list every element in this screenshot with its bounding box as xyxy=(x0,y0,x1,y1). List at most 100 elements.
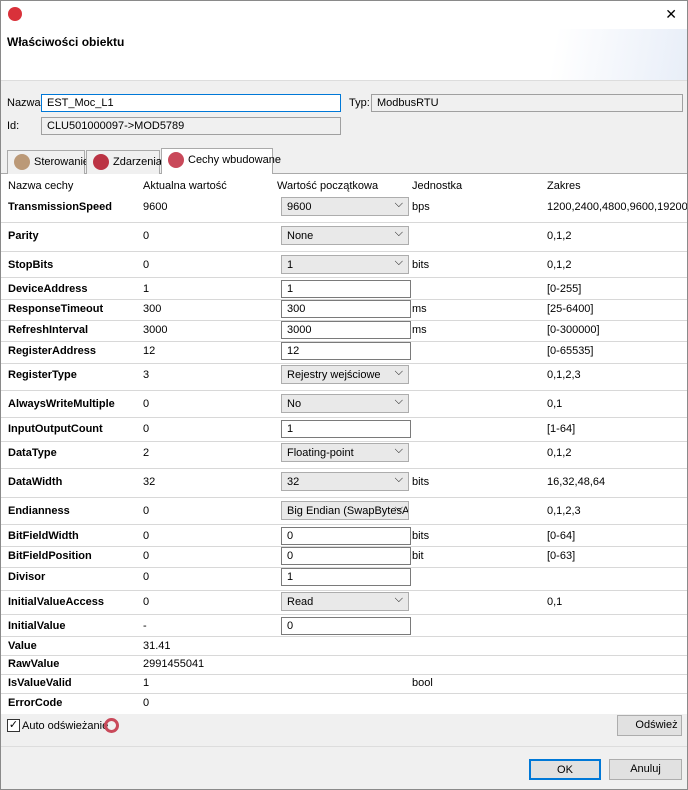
current-value: 300 xyxy=(143,303,162,315)
close-button[interactable]: ✕ xyxy=(665,6,677,22)
tab[interactable]: Sterowanie xyxy=(7,150,89,174)
property-name: ResponseTimeout xyxy=(8,303,104,315)
current-value: 2 xyxy=(143,447,150,459)
tab-active[interactable]: Cechy wbudowane xyxy=(161,148,281,174)
text-input[interactable]: 0 xyxy=(281,527,411,545)
range: 0,1,2 xyxy=(547,447,572,459)
property-name: InitialValue xyxy=(8,620,66,632)
select[interactable]: No xyxy=(281,394,409,413)
cancel-button[interactable]: Anuluj xyxy=(609,759,682,780)
unit: bits xyxy=(412,476,430,488)
text-input[interactable]: 0 xyxy=(281,617,411,635)
unit: bit xyxy=(412,550,424,562)
range: [1-64] xyxy=(547,423,576,435)
range: [0-63] xyxy=(547,550,576,562)
property-name: RawValue xyxy=(8,658,60,670)
name-input[interactable]: EST_Moc_L1 xyxy=(41,94,341,112)
column-header: Nazwa cechy xyxy=(8,180,74,192)
tab-label: Cechy wbudowane xyxy=(188,154,281,166)
current-value: 9600 xyxy=(143,201,168,213)
range: [0-255] xyxy=(547,283,582,295)
tab-label: Sterowanie xyxy=(34,156,90,168)
app-icon xyxy=(8,7,22,21)
table: Nazwa cechy Aktualna wartość Wartość począ… xyxy=(1,174,687,714)
row-separator xyxy=(1,417,687,418)
current-value: 0 xyxy=(143,423,150,435)
range: 0,1,2 xyxy=(547,259,572,271)
current-value: 0 xyxy=(143,398,150,410)
current-value: 2991455041 xyxy=(143,658,205,670)
select[interactable]: 1 xyxy=(281,255,409,274)
text-input[interactable]: 1 xyxy=(281,568,411,586)
range: 16,32,48,64 xyxy=(547,476,606,488)
row-separator xyxy=(1,497,687,498)
text-input[interactable]: 0 xyxy=(281,547,411,565)
select[interactable]: Rejestry wejściowe xyxy=(281,365,409,384)
checkbox-label: Auto odświeżanie xyxy=(22,720,109,732)
select[interactable]: Big Endian (SwapBytesAr xyxy=(281,501,409,520)
current-value: 1 xyxy=(143,677,150,689)
current-value: 0 xyxy=(143,230,150,242)
title-bar: ✕ xyxy=(1,1,687,29)
unit: ms xyxy=(412,303,427,315)
id-field: CLU501000097->MOD5789 xyxy=(41,117,341,135)
text-input[interactable]: 300 xyxy=(281,300,411,318)
text-input[interactable]: 1 xyxy=(281,420,411,438)
select[interactable]: 32 xyxy=(281,472,409,491)
range: 0,1 xyxy=(547,596,563,608)
range: 0,1,2 xyxy=(547,230,572,242)
property-name: RegisterType xyxy=(8,369,77,381)
select[interactable]: None xyxy=(281,226,409,245)
range: 0,1 xyxy=(547,398,563,410)
row-separator xyxy=(1,674,687,675)
select[interactable]: Floating-point xyxy=(281,443,409,462)
text-input[interactable]: 1 xyxy=(281,280,411,298)
row-separator xyxy=(1,524,687,525)
range: [0-65535] xyxy=(547,345,594,357)
property-name: Divisor xyxy=(8,571,46,583)
current-value: 1 xyxy=(143,283,150,295)
checkbox[interactable]: ✓ xyxy=(7,719,20,732)
text-input[interactable]: 12 xyxy=(281,342,411,360)
tab[interactable]: Zdarzenia xyxy=(86,150,162,174)
tab-line xyxy=(1,173,687,174)
dialog-title: Właściwości obiektu xyxy=(7,35,125,49)
range: [0-64] xyxy=(547,530,576,542)
unit: bps xyxy=(412,201,430,213)
text-input[interactable]: 3000 xyxy=(281,321,411,339)
select[interactable]: Read xyxy=(281,592,409,611)
current-value: 0 xyxy=(143,259,150,271)
current-value: 3000 xyxy=(143,324,168,336)
button-label: Odśwież xyxy=(635,719,678,731)
property-name: ErrorCode xyxy=(8,697,63,709)
label: Id: xyxy=(7,120,20,132)
label: Nazwa: xyxy=(7,97,44,109)
refresh-button[interactable]: Odśwież xyxy=(617,715,682,736)
column-header: Jednostka xyxy=(412,180,463,192)
row-separator xyxy=(1,299,687,300)
property-name: Value xyxy=(8,640,37,652)
property-name: DeviceAddress xyxy=(8,283,88,295)
row-separator xyxy=(1,567,687,568)
property-name: InputOutputCount xyxy=(8,423,103,435)
property-name: DataType xyxy=(8,447,57,459)
ok-button[interactable]: OK xyxy=(529,759,601,780)
current-value: 0 xyxy=(143,550,150,562)
unit: ms xyxy=(412,324,427,336)
select[interactable]: 9600 xyxy=(281,197,409,216)
range: [25-6400] xyxy=(547,303,594,315)
row-separator xyxy=(1,251,687,252)
row-separator xyxy=(1,693,687,694)
row-separator xyxy=(1,636,687,637)
range: [0-300000] xyxy=(547,324,600,336)
range: 0,1,2,3 xyxy=(547,369,581,381)
current-value: 32 xyxy=(143,476,156,488)
range: 1200,2400,4800,9600,19200,3840 xyxy=(547,201,687,213)
type-field: ModbusRTU xyxy=(371,94,683,112)
current-value: 0 xyxy=(143,596,150,608)
property-name: BitFieldWidth xyxy=(8,530,79,542)
column-header: Wartość początkowa xyxy=(277,180,379,192)
label: Typ: xyxy=(349,97,370,109)
row-separator xyxy=(1,614,687,615)
